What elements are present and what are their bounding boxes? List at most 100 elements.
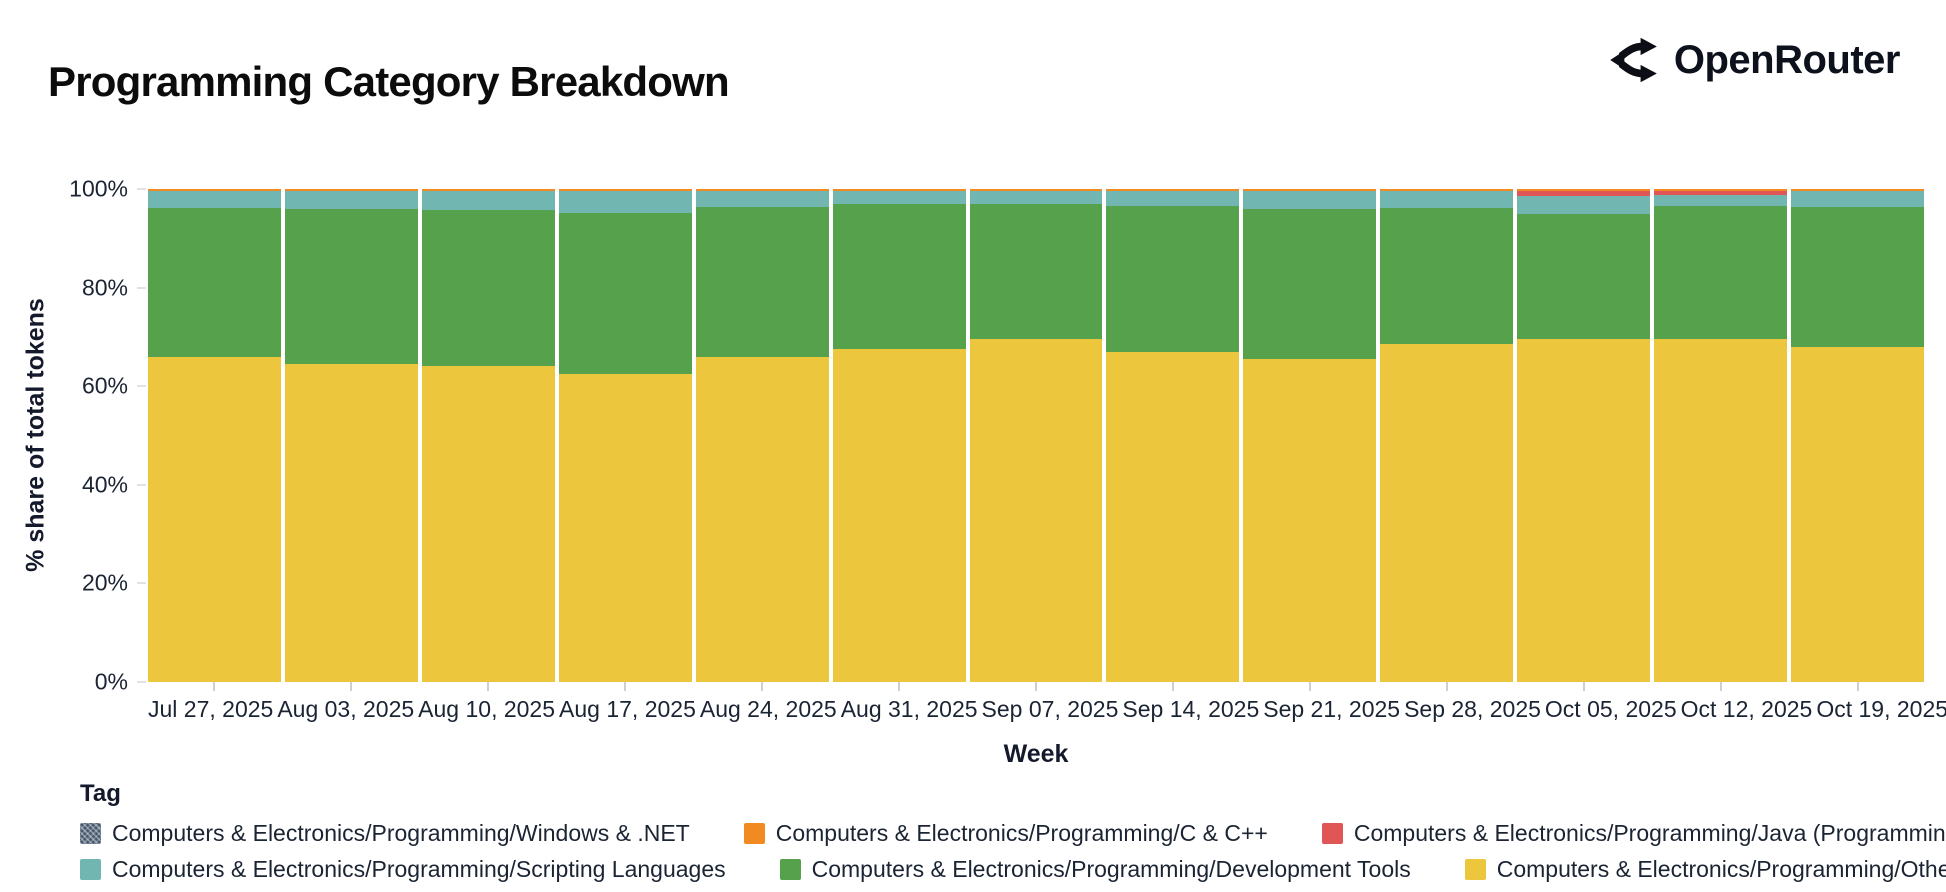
- x-axis-label: Aug 24, 2025: [699, 696, 837, 722]
- y-tick-label: 0%: [94, 668, 128, 695]
- legend-item[interactable]: Computers & Electronics/Programming/Deve…: [779, 856, 1411, 883]
- bar-segment[interactable]: [1791, 189, 1924, 191]
- bar-segment[interactable]: [832, 189, 966, 191]
- bar-segment[interactable]: [421, 366, 555, 682]
- bar-oct-12-2025[interactable]: [1654, 189, 1788, 682]
- bar-aug-17-2025[interactable]: [558, 189, 692, 682]
- bar-segment[interactable]: [1517, 213, 1651, 340]
- legend-item[interactable]: Computers & Electronics/Programming/C & …: [743, 820, 1268, 847]
- bar-sep-14-2025[interactable]: [1106, 189, 1240, 682]
- bar-segment[interactable]: [1791, 190, 1924, 208]
- bar-segment[interactable]: [558, 373, 692, 682]
- x-tick-mark: [148, 682, 281, 692]
- y-tick-mark: [137, 681, 146, 683]
- x-tick-mark: [1106, 682, 1239, 692]
- legend-item[interactable]: Computers & Electronics/Programming/Scri…: [80, 856, 726, 883]
- bar-segment[interactable]: [695, 190, 829, 208]
- bar-oct-05-2025[interactable]: [1517, 189, 1651, 682]
- bar-segment[interactable]: [1380, 207, 1514, 345]
- x-axis-label: Oct 19, 2025: [1816, 696, 1946, 722]
- bar-segment[interactable]: [1243, 189, 1377, 191]
- bar-segment[interactable]: [1517, 189, 1651, 191]
- y-tick-mark: [137, 385, 146, 388]
- plot-area: [148, 189, 1924, 682]
- bar-segment[interactable]: [284, 208, 418, 364]
- bar-segment[interactable]: [969, 189, 1103, 191]
- openrouter-brand[interactable]: OpenRouter: [1607, 34, 1901, 86]
- bar-segment[interactable]: [1517, 195, 1651, 214]
- bar-segment[interactable]: [1654, 339, 1788, 682]
- bars-container: [148, 189, 1924, 682]
- bar-segment[interactable]: [558, 189, 692, 191]
- bar-oct-19-2025[interactable]: [1791, 189, 1924, 682]
- legend-label: Computers & Electronics/Programming/Othe…: [1496, 856, 1946, 882]
- bar-segment[interactable]: [832, 190, 966, 204]
- bar-segment[interactable]: [421, 190, 555, 211]
- bar-segment[interactable]: [558, 212, 692, 374]
- bar-segment[interactable]: [1517, 190, 1651, 196]
- x-axis-label: Oct 12, 2025: [1680, 696, 1813, 722]
- bar-segment[interactable]: [969, 203, 1103, 340]
- bar-segment[interactable]: [284, 363, 418, 682]
- bar-segment[interactable]: [832, 349, 966, 682]
- bar-aug-03-2025[interactable]: [284, 189, 418, 682]
- y-tick-label: 20%: [81, 569, 128, 596]
- bar-segment[interactable]: [1791, 207, 1924, 347]
- bar-segment[interactable]: [1654, 190, 1788, 195]
- x-axis: Jul 27, 2025 Aug 03, 2025 Aug 10, 2025 Aug …: [148, 682, 1946, 723]
- bar-segment[interactable]: [695, 207, 829, 357]
- bar-segment[interactable]: [148, 189, 281, 191]
- bar-segment[interactable]: [1654, 194, 1788, 206]
- bar-segment[interactable]: [1243, 190, 1377, 210]
- legend-item[interactable]: Computers & Electronics/Programming/Othe…: [1464, 856, 1946, 883]
- bar-segment[interactable]: [1380, 190, 1514, 208]
- bar-segment[interactable]: [284, 189, 418, 191]
- bar-segment[interactable]: [832, 203, 966, 350]
- bar-aug-10-2025[interactable]: [421, 189, 555, 682]
- bar-segment[interactable]: [148, 356, 281, 682]
- bar-segment[interactable]: [1791, 346, 1924, 682]
- y-tick-label: 40%: [81, 471, 128, 498]
- legend-item[interactable]: Computers & Electronics/Programming/Java…: [1321, 820, 1946, 847]
- x-axis-label: Jul 27, 2025: [148, 696, 274, 722]
- bar-segment[interactable]: [1243, 209, 1377, 360]
- bar-segment[interactable]: [148, 207, 281, 357]
- bar-aug-31-2025[interactable]: [832, 189, 966, 682]
- bar-segment[interactable]: [1106, 189, 1240, 191]
- bar-sep-21-2025[interactable]: [1243, 189, 1377, 682]
- bar-segment[interactable]: [695, 356, 829, 682]
- x-axis-label: Sep 21, 2025: [1263, 696, 1401, 722]
- bar-segment[interactable]: [558, 190, 692, 213]
- bar-segment[interactable]: [1517, 339, 1651, 682]
- bar-segment[interactable]: [1106, 351, 1240, 682]
- bar-segment[interactable]: [284, 190, 418, 209]
- bar-segment[interactable]: [969, 190, 1103, 204]
- bar-segment[interactable]: [1106, 205, 1240, 352]
- bar-sep-28-2025[interactable]: [1380, 189, 1514, 682]
- bar-segment[interactable]: [1243, 359, 1377, 682]
- y-tick-mark: [137, 286, 146, 289]
- bar-aug-24-2025[interactable]: [695, 189, 829, 682]
- x-tick-mark: [422, 682, 555, 692]
- bar-segment[interactable]: [969, 339, 1103, 682]
- bar-segment[interactable]: [1654, 205, 1788, 340]
- bar-sep-07-2025[interactable]: [969, 189, 1103, 682]
- bar-segment[interactable]: [421, 210, 555, 367]
- legend-swatch: [743, 823, 765, 844]
- bar-segment[interactable]: [148, 190, 281, 208]
- x-tick-mark: [1380, 682, 1513, 692]
- bar-jul-27-2025[interactable]: [148, 189, 281, 682]
- legend-item[interactable]: Computers & Electronics/Programming/Wind…: [80, 820, 690, 847]
- bar-segment[interactable]: [1654, 189, 1788, 191]
- bar-segment[interactable]: [1380, 189, 1514, 191]
- y-tick-label: 100%: [69, 175, 128, 202]
- bar-segment[interactable]: [1106, 190, 1240, 206]
- bar-segment[interactable]: [1380, 344, 1514, 682]
- legend-title: Tag: [80, 780, 121, 807]
- bar-segment[interactable]: [421, 189, 555, 191]
- x-tick-mark: [1654, 682, 1787, 692]
- legend-row: Computers & Electronics/Programming/Wind…: [80, 820, 1946, 847]
- legend-label: Computers & Electronics/Programming/Wind…: [112, 820, 690, 846]
- bar-segment[interactable]: [695, 189, 829, 191]
- legend-swatch: [80, 859, 101, 880]
